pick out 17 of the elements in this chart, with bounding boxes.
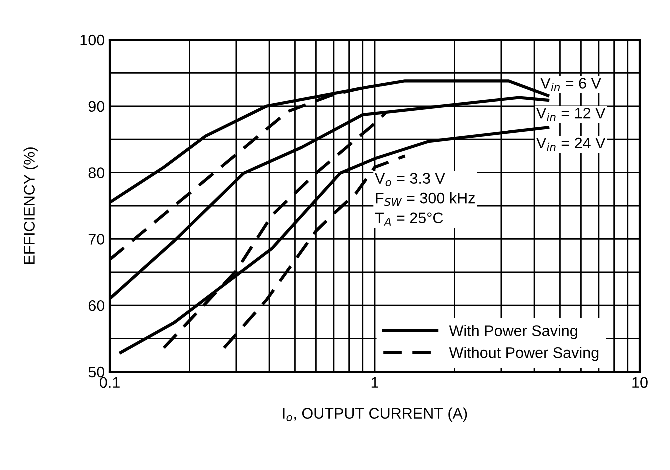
- x-tick-label: 1: [372, 377, 379, 388]
- y-tick-label: 70: [88, 234, 105, 245]
- y-tick-label: 90: [88, 101, 105, 112]
- annotation: V$_{in}$ = 24 V: [536, 138, 606, 152]
- y-tick-label: 60: [88, 300, 105, 312]
- x-axis-title: I$_{o}$, OUTPUT CURRENT (A): [283, 408, 468, 422]
- y-axis-title: EFFICIENCY (%): [24, 148, 38, 264]
- legend-label: Without Power Saving: [449, 347, 599, 362]
- y-tick-label: 80: [88, 168, 105, 178]
- x-tick-label: 0.1: [100, 377, 120, 388]
- x-tick-label: 10: [632, 377, 648, 388]
- legend-label: With Power Saving: [449, 325, 578, 340]
- y-tick-label: 50: [88, 366, 105, 378]
- annotation: V$_{in}$ = 6 V: [540, 78, 602, 92]
- annotation: V$_{in}$ = 12 V: [536, 108, 606, 122]
- y-tick-label: 100: [80, 34, 105, 46]
- text: V$_{o}$ = 3.3 V F$_{SW}$ = 300 kHz T$_{A}$ = 25°C: [375, 173, 475, 226]
